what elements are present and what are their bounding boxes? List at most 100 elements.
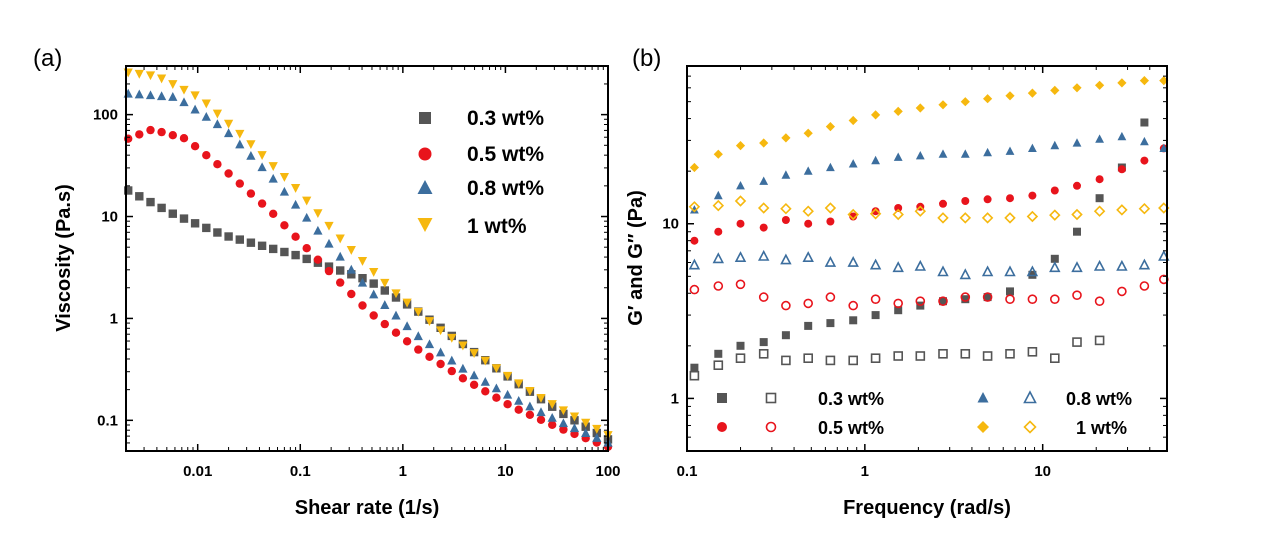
data-point (869, 208, 882, 220)
data-point (156, 91, 167, 101)
data-point (1071, 261, 1083, 273)
data-point (414, 345, 423, 354)
data-point (1072, 83, 1082, 93)
data-point (369, 268, 379, 277)
data-point (246, 189, 256, 198)
data-point (425, 352, 434, 361)
data-point (825, 292, 836, 302)
data-point (712, 199, 725, 212)
data-point (257, 241, 267, 250)
data-point (938, 100, 948, 110)
data-point (391, 328, 401, 337)
data-point (290, 199, 301, 209)
data-point (1005, 91, 1015, 101)
data-point (559, 425, 568, 434)
data-point (134, 69, 144, 79)
data-point (734, 251, 747, 263)
data-point (1027, 346, 1038, 357)
data-point (759, 338, 768, 347)
data-point (380, 300, 390, 309)
data-point (213, 160, 222, 169)
data-point (915, 151, 925, 160)
data-point (781, 216, 790, 224)
data-point (480, 376, 490, 386)
data-point (1095, 194, 1104, 203)
data-point (825, 122, 835, 132)
data-point (892, 208, 904, 221)
panel-a-x-tick-label: 0.1 (290, 463, 311, 480)
data-point (1116, 204, 1128, 216)
data-point (291, 232, 300, 241)
data-point (536, 415, 546, 424)
data-point (712, 252, 725, 264)
panel-b-x-tick-label: 0.1 (677, 463, 698, 480)
data-point (915, 296, 926, 307)
legend-b-label-03: 0.3 wt% (818, 389, 884, 409)
data-point (335, 251, 345, 261)
data-point (939, 297, 947, 306)
data-point (781, 170, 791, 179)
data-point (982, 292, 993, 302)
legend-b-marker-03-gpp (765, 392, 777, 404)
data-point (736, 219, 745, 228)
data-point (235, 235, 244, 244)
data-point (202, 223, 211, 233)
data-point (1094, 296, 1105, 307)
data-point (558, 406, 569, 416)
data-point (1049, 209, 1061, 221)
data-point (870, 353, 881, 364)
data-point (689, 370, 700, 381)
data-point (826, 162, 835, 172)
data-point (502, 371, 513, 381)
data-point (983, 195, 992, 204)
panel-a-y-axis-label: Viscosity (Pa.s) (53, 184, 75, 331)
data-point (938, 348, 948, 359)
series-b-7 (689, 76, 1169, 173)
data-point (803, 353, 814, 364)
data-point (781, 133, 791, 143)
data-point (714, 349, 723, 358)
data-point (759, 176, 769, 185)
data-point (1140, 118, 1149, 127)
data-point (481, 387, 490, 396)
data-point (435, 347, 446, 357)
panel-b: (b) 0.1 1 10 1 10 Frequency (rad/s) G′ and … (625, 45, 1170, 519)
data-point (981, 212, 994, 224)
data-point (1072, 337, 1082, 347)
data-point (1072, 290, 1082, 301)
panel-a-x-axis-label: Shear rate (1/s) (295, 497, 440, 519)
data-point (469, 349, 479, 358)
panel-a-legend: 0.3 wt% 0.5 wt% 0.8 wt% 1 wt% (417, 107, 544, 238)
data-point (424, 317, 435, 326)
data-point (402, 321, 412, 331)
data-point (413, 331, 423, 341)
data-point (869, 258, 882, 270)
legend-a-marker-08 (417, 180, 433, 194)
data-point (581, 418, 591, 428)
data-point (469, 370, 479, 380)
data-point (713, 149, 723, 159)
data-point (357, 277, 368, 287)
panel-a-y-tick-label: 0.1 (97, 412, 118, 429)
data-point (1005, 294, 1015, 305)
data-point (870, 294, 881, 305)
panel-a-frame (125, 65, 609, 452)
data-point (279, 173, 290, 182)
data-point (689, 284, 700, 295)
data-point (893, 298, 904, 309)
data-point (1139, 281, 1150, 291)
data-point (849, 212, 858, 221)
data-point (491, 383, 502, 393)
data-point (759, 138, 769, 148)
data-point (893, 152, 903, 161)
data-point (179, 97, 189, 107)
data-point (1027, 88, 1037, 98)
data-point (402, 337, 412, 346)
data-point (824, 255, 837, 267)
data-point (802, 251, 814, 263)
data-point (268, 173, 278, 183)
data-point (212, 119, 223, 129)
data-point (324, 238, 334, 248)
data-point (548, 420, 557, 429)
panel-b-x-tick-label: 10 (1034, 463, 1051, 480)
